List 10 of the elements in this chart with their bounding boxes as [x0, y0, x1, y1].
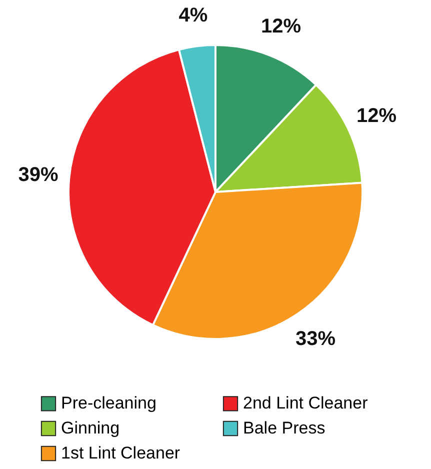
legend-label: 1st Lint Cleaner	[61, 444, 180, 462]
legend-label: 2nd Lint Cleaner	[243, 394, 368, 413]
data-label: 12%	[356, 105, 397, 128]
legend-label: Ginning	[61, 418, 120, 438]
data-label: 4%	[178, 4, 208, 26]
legend-label: Bale Press	[243, 418, 326, 438]
data-label: 12%	[261, 16, 302, 38]
data-label: 33%	[296, 328, 336, 350]
data-label: 39%	[18, 164, 59, 186]
legend-label: Pre-cleaning	[61, 394, 156, 413]
